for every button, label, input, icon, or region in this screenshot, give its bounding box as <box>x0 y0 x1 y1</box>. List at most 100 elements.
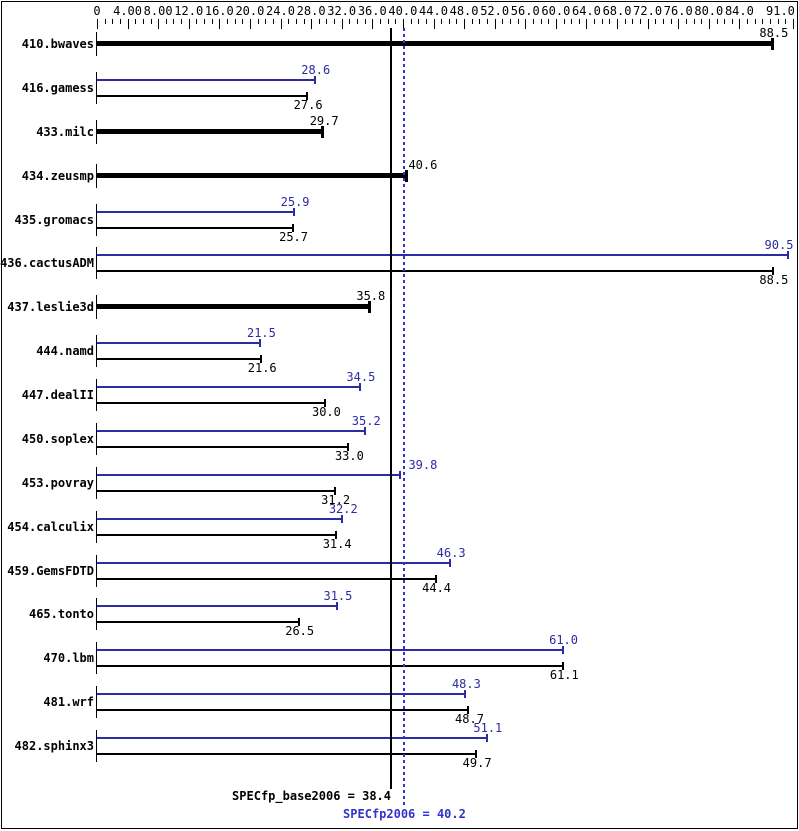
base-bar <box>97 445 350 448</box>
axis-tick-major <box>494 19 496 29</box>
base-bar-end-cap <box>562 662 565 671</box>
benchmark-name-label: 435.gromacs <box>14 212 94 227</box>
benchmark-name-label: 453.povray <box>21 475 94 490</box>
axis-tick-minor <box>379 19 381 24</box>
row-baseline-tick <box>96 119 97 144</box>
axis-tick-minor <box>418 19 420 24</box>
row-baseline-tick <box>96 295 97 320</box>
axis-tick-minor <box>548 19 550 24</box>
base-value-label: 25.7 <box>279 229 309 244</box>
peak-value-label: 48.3 <box>451 677 481 692</box>
base-bar-end-cap <box>475 750 478 758</box>
peak-bar-end-cap <box>464 690 467 699</box>
peak-bar-end-cap <box>485 734 488 742</box>
base-bar-end-cap <box>335 530 338 539</box>
axis-tick-label: 48.0 <box>449 4 479 18</box>
row-baseline-tick <box>96 203 97 236</box>
peak-value-label: 35.2 <box>351 413 381 428</box>
peak-bar-end-cap <box>313 75 316 84</box>
base-bar <box>97 489 336 492</box>
axis-tick-major <box>433 19 435 29</box>
peak-bar <box>97 342 262 345</box>
base-peak-bar <box>97 128 325 134</box>
peak-bar-end-cap <box>259 339 262 348</box>
axis-tick-minor <box>479 19 481 24</box>
axis-tick-label: 56.0 <box>510 4 540 18</box>
peak-value-label: 34.5 <box>346 370 376 384</box>
axis-tick-minor <box>754 19 756 24</box>
axis-tick-minor <box>571 19 573 24</box>
base-value-label: 61.1 <box>549 668 579 683</box>
benchmark-name-label: 410.bwaves <box>21 37 94 51</box>
peak-bar <box>97 473 402 476</box>
axis-tick-label: 0 <box>93 4 101 18</box>
axis-tick-label: 84.0 <box>724 4 754 18</box>
axis-tick-minor <box>770 19 772 24</box>
axis-tick-label: 24.0 <box>266 4 295 18</box>
axis-tick-major <box>372 19 374 29</box>
peak-value-label: 61.0 <box>549 633 578 648</box>
peak-bar-end-cap <box>335 602 338 611</box>
row-baseline-tick <box>96 510 97 543</box>
benchmark-name-label: 434.zeusmp <box>21 168 94 183</box>
base-bar-end-cap <box>771 267 774 276</box>
axis-tick-minor <box>640 19 642 24</box>
base-value-label: 26.5 <box>285 624 315 639</box>
peak-value-label: 51.1 <box>473 721 503 735</box>
peak-bar-end-cap <box>787 251 790 260</box>
axis-tick-minor <box>257 19 259 24</box>
base-mean-line <box>389 28 392 789</box>
axis-tick-minor <box>364 19 366 24</box>
peak-value-label: 25.9 <box>280 194 310 209</box>
peak-bar-end-cap <box>293 207 296 216</box>
axis-tick-minor <box>532 19 534 24</box>
axis-tick-minor <box>563 19 565 24</box>
axis-tick-minor <box>448 19 450 24</box>
base-mean-label: SPECfp_base2006 = 38.4 <box>232 789 391 803</box>
axis-tick-major <box>402 19 404 29</box>
peak-bar <box>97 429 367 432</box>
axis-tick-minor <box>142 19 144 24</box>
axis-tick-minor <box>701 19 703 24</box>
peak-value-label: 21.5 <box>246 326 276 341</box>
benchmark-name-label: 454.calculix <box>7 519 94 534</box>
axis-tick-major <box>311 19 313 29</box>
peak-bar <box>97 737 488 739</box>
peak-bar-end-cap <box>399 470 402 479</box>
peak-value-label: 32.2 <box>328 501 358 516</box>
axis-tick-major <box>464 19 466 29</box>
peak-bar-end-cap <box>561 646 564 655</box>
axis-tick-major <box>219 19 221 29</box>
peak-bar <box>97 210 296 213</box>
axis-tick-minor <box>104 19 106 24</box>
axis-tick-minor <box>410 19 412 24</box>
bar-end-cap <box>367 301 371 314</box>
base-bar-end-cap <box>306 91 309 100</box>
base-value-label: 31.2 <box>321 492 351 507</box>
axis-tick-minor <box>119 19 121 24</box>
axis-tick-major <box>739 19 741 29</box>
bar-end-cap <box>321 125 325 138</box>
base-value-label: 31.4 <box>322 536 352 551</box>
axis-tick-minor <box>578 19 580 24</box>
peak-bar-end-cap <box>364 426 367 435</box>
base-value-label: 33.0 <box>334 448 364 463</box>
axis-tick-major <box>586 19 588 29</box>
axis-tick-minor <box>685 19 687 24</box>
axis-tick-label: 32.0 <box>327 4 357 18</box>
axis-tick-minor <box>165 19 167 24</box>
axis-tick-major <box>678 19 680 29</box>
axis-tick-label: 76.0 <box>663 4 693 18</box>
axis-tick-major <box>249 19 251 29</box>
peak-value-label: 31.5 <box>323 589 353 604</box>
axis-tick-label: 52.0 <box>480 4 510 18</box>
base-value-label: 30.0 <box>311 405 341 419</box>
axis-tick-minor <box>471 19 473 24</box>
peak-bar-end-cap <box>358 383 361 391</box>
axis-tick-minor <box>227 19 229 24</box>
axis-tick-minor <box>303 19 305 24</box>
axis-tick-minor <box>387 19 389 24</box>
row-baseline-tick <box>96 71 97 104</box>
base-value-label: 44.4 <box>422 580 452 595</box>
